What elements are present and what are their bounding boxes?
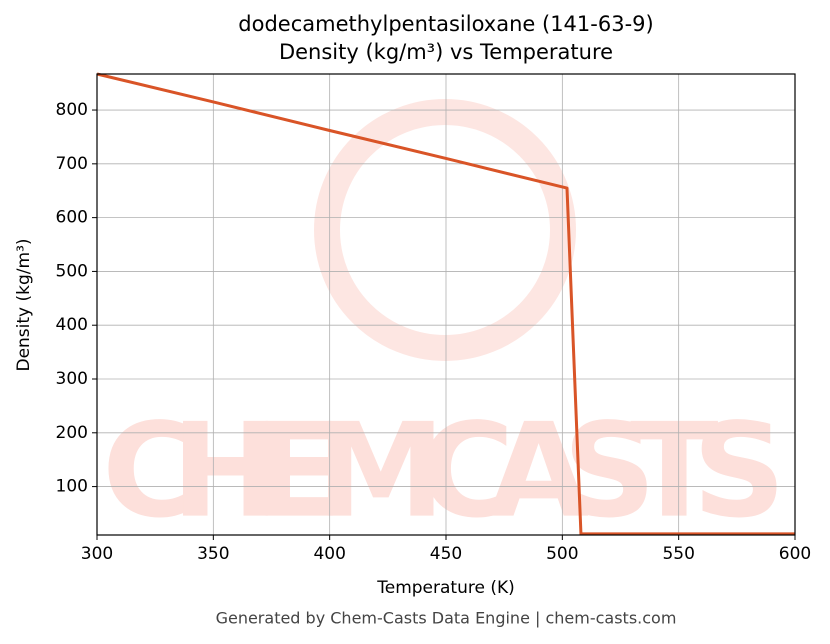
y-tick-label: 500 xyxy=(56,261,88,281)
data-line xyxy=(96,72,795,536)
y-tick-label: 600 xyxy=(56,208,88,228)
x-tick-label: 350 xyxy=(197,544,229,564)
watermark-logo xyxy=(314,99,576,361)
x-tick-label: 450 xyxy=(430,544,462,564)
plot-frame xyxy=(96,73,796,536)
watermark: CHEMCASTS xyxy=(102,395,790,547)
chart-subtitle: Density (kg/m³) vs Temperature xyxy=(279,40,613,64)
x-tick-label: 600 xyxy=(779,544,811,564)
y-tick-label: 700 xyxy=(56,154,88,174)
x-tick-label: 500 xyxy=(546,544,578,564)
y-tick-label: 200 xyxy=(56,423,88,443)
y-axis-label: Density (kg/m³) xyxy=(14,238,34,371)
footer: Generated by Chem-Casts Data Engine | ch… xyxy=(216,609,677,628)
x-tick-label: 300 xyxy=(81,544,113,564)
y-tick-label: 300 xyxy=(56,369,88,389)
y-tick-label: 400 xyxy=(56,315,88,335)
x-tick-label: 550 xyxy=(662,544,694,564)
x-tick-label: 400 xyxy=(313,544,345,564)
y-tick-label: 100 xyxy=(56,477,88,497)
chart-title: dodecamethylpentasiloxane (141-63-9) xyxy=(238,12,653,36)
y-tick-label: 800 xyxy=(56,100,88,120)
x-axis-label: Temperature (K) xyxy=(376,578,515,598)
